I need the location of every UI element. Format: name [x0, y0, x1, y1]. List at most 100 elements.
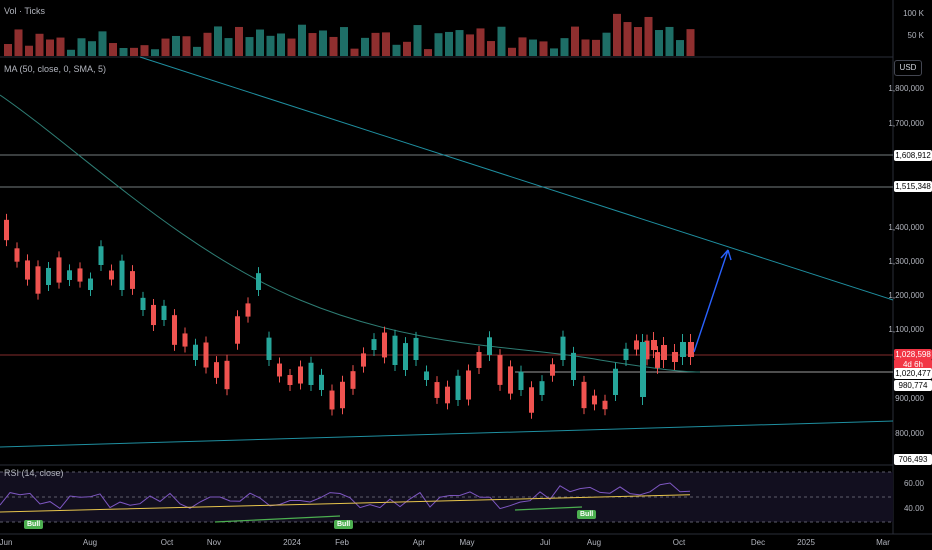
volume-bar	[676, 40, 684, 56]
date-axis-tick: Mar	[876, 538, 890, 547]
volume-bar	[455, 30, 464, 56]
volume-bar	[277, 33, 285, 56]
volume-bar	[235, 26, 243, 56]
candle-body	[640, 342, 646, 397]
candle-body	[14, 248, 20, 262]
volume-bar	[518, 37, 527, 56]
volume-bar	[571, 26, 579, 56]
volume-bar	[151, 49, 159, 56]
level-price-tag: 706,493	[894, 454, 932, 465]
price-axis-tick: 1,400,000	[888, 223, 924, 232]
bull-divergence-label: Bull	[577, 510, 597, 519]
candle-body	[46, 267, 51, 285]
volume-bar	[476, 28, 485, 56]
volume-bar	[109, 43, 117, 56]
rsi-line	[0, 482, 691, 510]
candle-body	[277, 363, 282, 377]
date-axis-tick: Nov	[206, 538, 222, 547]
volume-bar	[602, 32, 611, 56]
date-axis-tick: 2024	[283, 538, 301, 547]
ma-indicator-title: MA (50, close, 0, SMA, 5)	[4, 64, 107, 74]
volume-bar	[686, 29, 695, 56]
volume-bar	[203, 32, 212, 56]
candle-body	[308, 362, 314, 385]
volume-bar	[182, 36, 191, 56]
level-price-tag: 980,774	[894, 380, 932, 391]
candle-body	[203, 342, 209, 368]
volume-axis-tick: 100 K	[903, 9, 924, 18]
volume-bar	[88, 41, 96, 56]
candle-body	[466, 370, 471, 400]
currency-button[interactable]: USD	[894, 60, 922, 76]
candle-body	[98, 246, 104, 265]
volume-bar	[644, 16, 653, 56]
countdown-tag: 4d 6h	[894, 359, 932, 370]
volume-pane-title: Vol · Ticks	[4, 6, 46, 16]
volume-bar	[634, 27, 642, 56]
candle-body	[319, 374, 324, 390]
volume-bar	[256, 29, 264, 56]
volume-bar	[539, 41, 548, 56]
candle-body	[539, 381, 545, 395]
volume-bar	[424, 49, 432, 56]
volume-bar	[581, 39, 590, 56]
candle-body	[672, 352, 678, 362]
candle-body	[56, 257, 62, 283]
volume-bar	[308, 33, 317, 56]
candle-body	[550, 364, 555, 376]
bull-divergence-label: Bull	[24, 520, 44, 529]
candle-body	[88, 278, 93, 290]
candle-body	[130, 271, 135, 289]
candle-body	[392, 335, 398, 365]
candle-body	[688, 342, 694, 357]
volume-bar	[119, 47, 128, 56]
candle-body	[424, 371, 429, 380]
rsi-indicator-title: RSI (14, close)	[4, 468, 64, 478]
volume-bar	[161, 38, 170, 56]
candle-body	[487, 337, 492, 355]
volume-bar	[130, 47, 138, 56]
projection-arrow	[693, 249, 729, 353]
candle-body	[518, 371, 524, 390]
volume-bar	[413, 25, 422, 56]
volume-bar	[434, 33, 443, 56]
volume-bar	[287, 38, 296, 56]
candle-body	[497, 355, 503, 385]
volume-bar	[529, 39, 537, 56]
candle-body	[571, 352, 576, 380]
candle-body	[508, 366, 513, 394]
date-axis-tick: Aug	[82, 538, 98, 547]
candle-body	[329, 390, 335, 410]
candle-body	[592, 395, 597, 405]
volume-bar	[550, 48, 558, 56]
volume-bar	[655, 30, 663, 56]
volume-bar	[623, 22, 632, 56]
volume-bar	[560, 38, 569, 56]
level-price-tag: 1,608,912	[894, 150, 932, 161]
candle-body	[560, 336, 566, 360]
volume-bar	[193, 46, 201, 56]
rsi-axis-tick: 60.00	[903, 479, 924, 488]
candle-body	[581, 381, 587, 409]
candle-body	[119, 260, 125, 290]
candle-body	[67, 270, 72, 280]
candle-body	[214, 362, 219, 378]
volume-bar	[403, 41, 411, 56]
candle-body	[4, 219, 9, 241]
level-price-tag: 1,515,348	[894, 181, 932, 192]
volume-bar	[56, 37, 65, 56]
volume-bar	[245, 37, 254, 56]
date-axis-tick: 2025	[797, 538, 815, 547]
volume-bar	[361, 37, 369, 56]
date-axis-tick: Feb	[335, 538, 349, 547]
candle-body	[350, 371, 356, 389]
price-axis-tick: 1,300,000	[888, 257, 924, 266]
candle-body	[529, 387, 534, 413]
price-axis-tick: 1,200,000	[888, 291, 924, 300]
candle-body	[623, 348, 629, 360]
candle-body	[245, 303, 251, 317]
candle-body	[680, 342, 686, 357]
date-axis-tick: May	[459, 538, 475, 547]
candle-body	[35, 266, 41, 294]
